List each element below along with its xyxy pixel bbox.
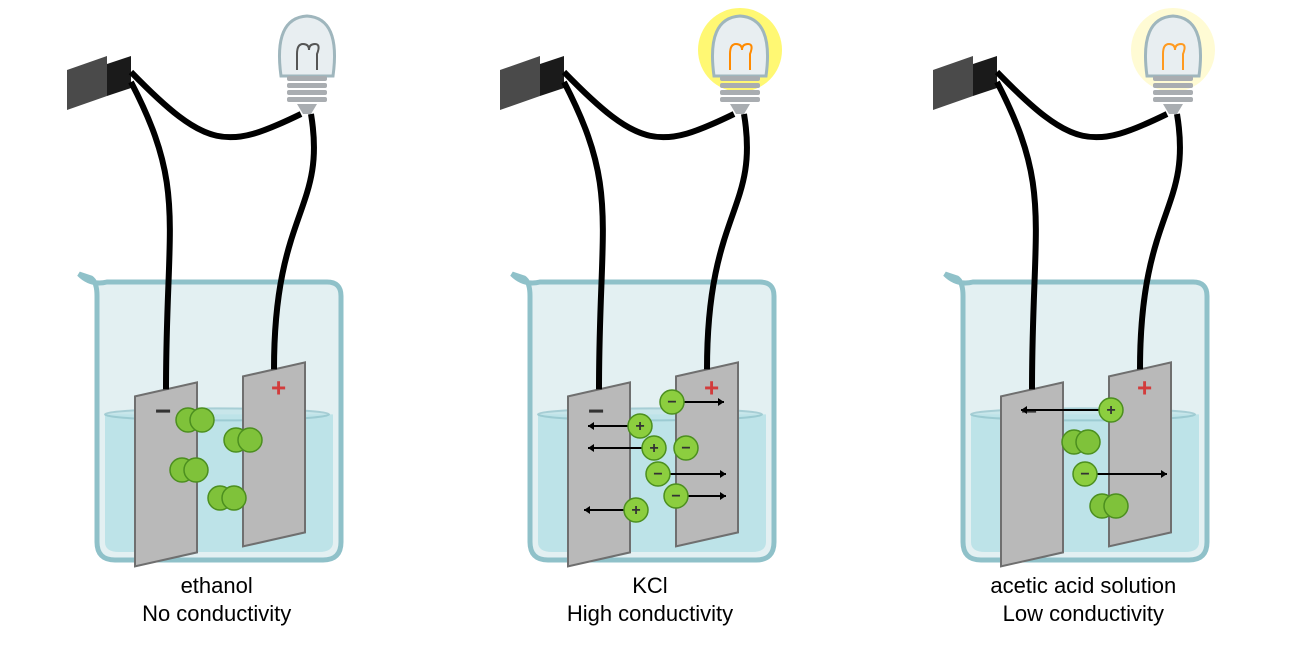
bulb-base <box>1153 90 1193 95</box>
wire-top <box>131 72 301 137</box>
wall-outlet <box>500 56 540 110</box>
electrode-positive-symbol: + <box>704 372 719 402</box>
cation: + <box>1099 398 1123 422</box>
molecule <box>224 428 262 452</box>
bulb-base <box>1153 76 1193 81</box>
caption-line2: Low conductivity <box>873 600 1293 628</box>
panel-ethanol: −+ethanolNo conductivity <box>7 0 427 647</box>
scene: −+−++−−−+ <box>440 0 860 647</box>
svg-text:+: + <box>649 440 658 457</box>
svg-text:+: + <box>635 418 644 435</box>
svg-text:−: − <box>681 440 690 457</box>
caption: KClHigh conductivity <box>440 572 860 627</box>
svg-text:+: + <box>1107 402 1116 419</box>
scene: −+ <box>7 0 427 647</box>
molecule <box>208 486 246 510</box>
bulb-base <box>287 90 327 95</box>
cation: + <box>642 436 666 460</box>
electrode-negative-symbol: − <box>155 395 171 426</box>
caption-line2: No conductivity <box>7 600 427 628</box>
anion: − <box>660 390 684 414</box>
panel-acetic: −++−acetic acid solutionLow conductivity <box>873 0 1293 647</box>
bulb-base <box>720 83 760 88</box>
bulb-base <box>287 76 327 81</box>
svg-text:−: − <box>653 466 662 483</box>
caption-line1: ethanol <box>7 572 427 600</box>
electrode-positive-symbol: + <box>271 372 286 402</box>
anion: − <box>664 484 688 508</box>
electrode-positive-symbol: + <box>1137 372 1152 402</box>
svg-text:−: − <box>671 488 680 505</box>
bulb-base <box>720 76 760 81</box>
molecule <box>176 408 214 432</box>
caption-line1: KCl <box>440 572 860 600</box>
bulb-base <box>720 97 760 102</box>
power-plug <box>107 56 131 96</box>
scene: −++− <box>873 0 1293 647</box>
cation: + <box>624 498 648 522</box>
bulb-base <box>1153 83 1193 88</box>
molecule <box>170 458 208 482</box>
electrode-negative-symbol: − <box>588 395 604 426</box>
wire-top <box>997 72 1167 137</box>
cation: + <box>628 414 652 438</box>
caption: ethanolNo conductivity <box>7 572 427 627</box>
svg-text:−: − <box>1081 466 1090 483</box>
power-plug <box>540 56 564 96</box>
bulb-base <box>720 90 760 95</box>
bulb-base <box>1153 97 1193 102</box>
wire-top <box>564 72 734 137</box>
caption-line2: High conductivity <box>440 600 860 628</box>
molecule <box>1062 430 1100 454</box>
power-plug <box>973 56 997 96</box>
bulb-base <box>287 83 327 88</box>
panel-kcl: −+−++−−−+KClHigh conductivity <box>440 0 860 647</box>
anion: − <box>674 436 698 460</box>
svg-text:−: − <box>667 394 676 411</box>
svg-text:+: + <box>631 502 640 519</box>
anion: − <box>1073 462 1097 486</box>
caption: acetic acid solutionLow conductivity <box>873 572 1293 627</box>
wall-outlet <box>67 56 107 110</box>
molecule <box>1090 494 1128 518</box>
anion: − <box>646 462 670 486</box>
bulb-base <box>287 97 327 102</box>
caption-line1: acetic acid solution <box>873 572 1293 600</box>
wall-outlet <box>933 56 973 110</box>
